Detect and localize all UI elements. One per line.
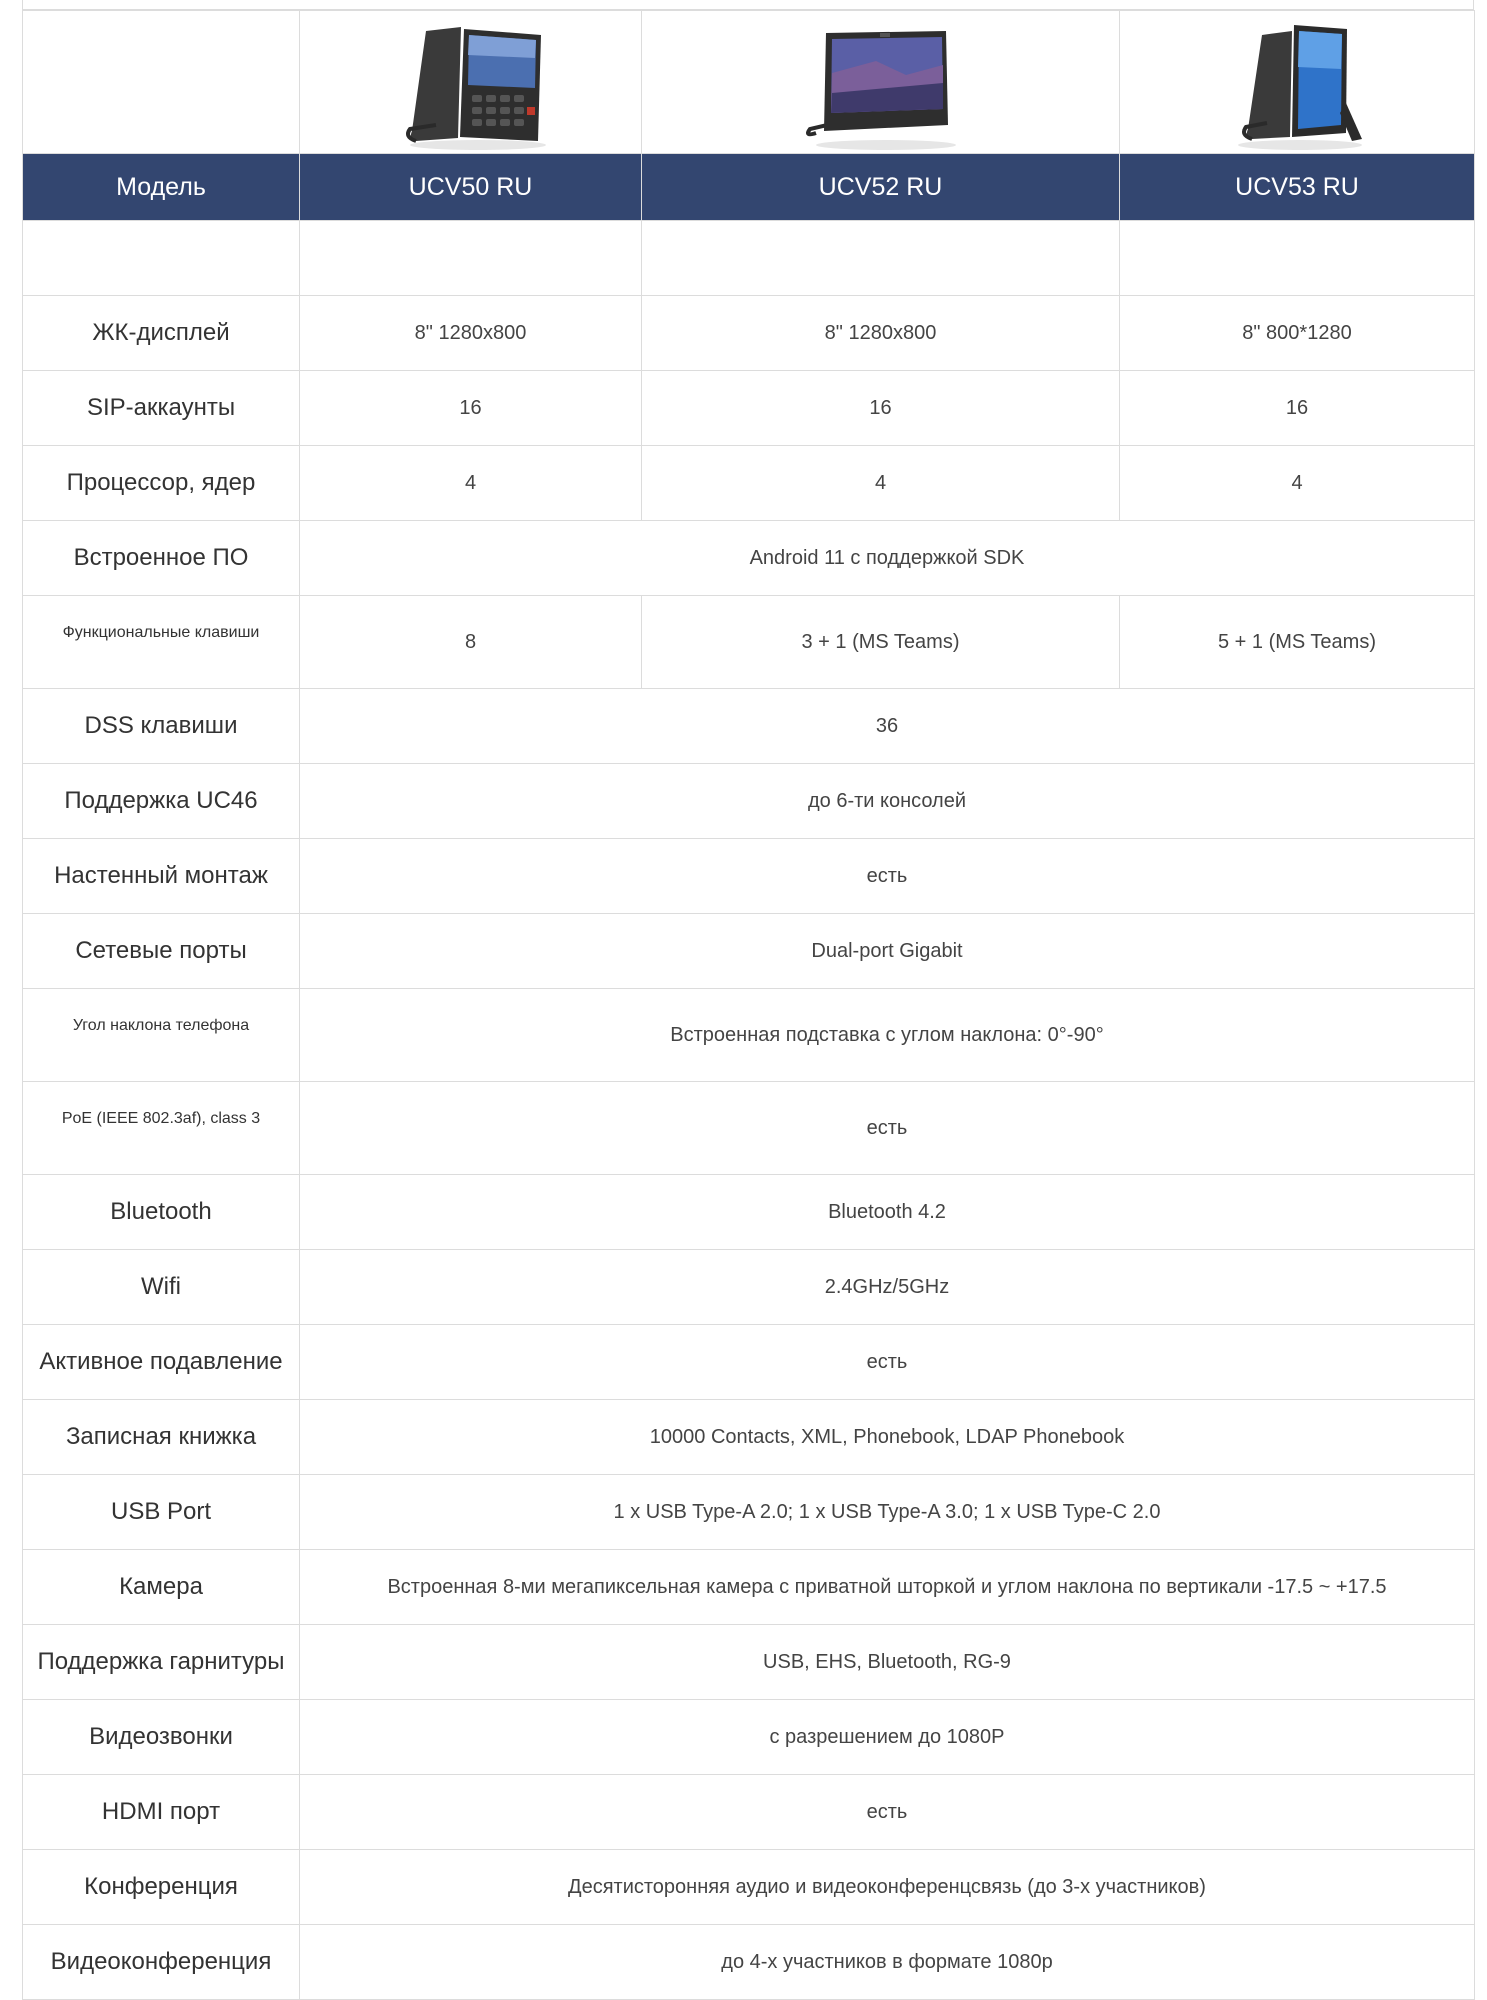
blank-cell: [22, 220, 300, 296]
row-label: Видеозвонки: [22, 1699, 300, 1775]
row-label: Видеоконференция: [22, 1924, 300, 2000]
image-cell-ucv52: [641, 10, 1120, 154]
blank-cell: [1119, 220, 1475, 296]
spec-table: Модель UCV50 RU UCV52 RU UCV53 RU ЖК-дис…: [22, 10, 1475, 2000]
row-value: 8" 1280x800: [299, 295, 642, 371]
table-row: USB Port 1 x USB Type-A 2.0; 1 x USB Typ…: [22, 1474, 1475, 1550]
image-cell-ucv50: [299, 10, 642, 154]
image-row: [22, 10, 1475, 154]
image-cell-ucv53: [1119, 10, 1475, 154]
table-row: Поддержка UC46 до 6-ти консолей: [22, 763, 1475, 839]
row-label: Угол наклона телефона: [22, 988, 300, 1082]
row-value: 10000 Contacts, XML, Phonebook, LDAP Pho…: [299, 1399, 1475, 1475]
table-row: Активное подавление есть: [22, 1324, 1475, 1400]
table-row: Настенный монтаж есть: [22, 838, 1475, 914]
row-value: Встроенная подставка с углом наклона: 0°…: [299, 988, 1475, 1082]
table-row: Процессор, ядер 4 4 4: [22, 445, 1475, 521]
row-value: 8: [299, 595, 642, 689]
row-label: PoE (IEEE 802.3af), class 3: [22, 1081, 300, 1175]
row-value: до 4-х участников в формате 1080р: [299, 1924, 1475, 2000]
row-value: USB, EHS, Bluetooth, RG-9: [299, 1624, 1475, 1700]
table-row: Функциональные клавиши 8 3 + 1 (MS Teams…: [22, 595, 1475, 689]
row-label: Поддержка UC46: [22, 763, 300, 839]
row-value: с разрешением до 1080P: [299, 1699, 1475, 1775]
model-ucv50: UCV50 RU: [299, 153, 642, 221]
table-row: ЖК-дисплей 8" 1280x800 8" 1280x800 8" 80…: [22, 295, 1475, 371]
table-row: Встроенное ПО Android 11 с поддержкой SD…: [22, 520, 1475, 596]
row-label: Процессор, ядер: [22, 445, 300, 521]
blank-cell: [299, 220, 642, 296]
row-value: 16: [641, 370, 1120, 446]
row-value: 4: [299, 445, 642, 521]
row-value: до 6-ти консолей: [299, 763, 1475, 839]
row-value: 16: [299, 370, 642, 446]
row-value: 8" 800*1280: [1119, 295, 1475, 371]
desk-phone-keypad-icon: [405, 27, 546, 150]
row-value: 3 + 1 (MS Teams): [641, 595, 1120, 689]
row-value: Dual-port Gigabit: [299, 913, 1475, 989]
table-row: Поддержка гарнитуры USB, EHS, Bluetooth,…: [22, 1624, 1475, 1700]
table-row: Камера Встроенная 8-ми мегапиксельная ка…: [22, 1549, 1475, 1625]
row-label: USB Port: [22, 1474, 300, 1550]
row-label: Bluetooth: [22, 1174, 300, 1250]
row-value: 36: [299, 688, 1475, 764]
row-label: SIP-аккаунты: [22, 370, 300, 446]
row-label: Конференция: [22, 1849, 300, 1925]
table-row: HDMI порт есть: [22, 1774, 1475, 1850]
table-row: Записная книжка 10000 Contacts, XML, Pho…: [22, 1399, 1475, 1475]
row-value: Android 11 с поддержкой SDK: [299, 520, 1475, 596]
row-label: DSS клавиши: [22, 688, 300, 764]
table-row: Сетевые порты Dual-port Gigabit: [22, 913, 1475, 989]
row-value: 1 x USB Type-A 2.0; 1 x USB Type-A 3.0; …: [299, 1474, 1475, 1550]
table-row: DSS клавиши 36: [22, 688, 1475, 764]
row-value: 16: [1119, 370, 1475, 446]
table-row: Bluetooth Bluetooth 4.2: [22, 1174, 1475, 1250]
row-value: 5 + 1 (MS Teams): [1119, 595, 1475, 689]
table-row: PoE (IEEE 802.3af), class 3 есть: [22, 1081, 1475, 1175]
row-label: Записная книжка: [22, 1399, 300, 1475]
table-row: Видеоконференция до 4-х участников в фор…: [22, 1924, 1475, 2000]
desk-phone-widescreen-icon: [805, 31, 956, 150]
table-top-edge: [22, 0, 1474, 10]
row-label: Активное подавление: [22, 1324, 300, 1400]
row-value: Bluetooth 4.2: [299, 1174, 1475, 1250]
table-row: Угол наклона телефона Встроенная подстав…: [22, 988, 1475, 1082]
row-value: 2.4GHz/5GHz: [299, 1249, 1475, 1325]
model-ucv53: UCV53 RU: [1119, 153, 1475, 221]
row-value: есть: [299, 1324, 1475, 1400]
table-row: SIP-аккаунты 16 16 16: [22, 370, 1475, 446]
blank-row: [22, 220, 1475, 296]
header-label: Модель: [22, 153, 300, 221]
row-label: Настенный монтаж: [22, 838, 300, 914]
row-label: Камера: [22, 1549, 300, 1625]
table-row: Wifi 2.4GHz/5GHz: [22, 1249, 1475, 1325]
row-value: Встроенная 8-ми мегапиксельная камера с …: [299, 1549, 1475, 1625]
row-value: есть: [299, 1774, 1475, 1850]
row-label: Функциональные клавиши: [22, 595, 300, 689]
desk-phone-portrait-icon: [1238, 25, 1362, 150]
row-value: есть: [299, 838, 1475, 914]
row-label: Поддержка гарнитуры: [22, 1624, 300, 1700]
row-value: есть: [299, 1081, 1475, 1175]
row-value: 4: [1119, 445, 1475, 521]
row-value: 4: [641, 445, 1120, 521]
model-ucv52: UCV52 RU: [641, 153, 1120, 221]
table-row: Конференция Десятисторонняя аудио и виде…: [22, 1849, 1475, 1925]
row-value: Десятисторонняя аудио и видеоконференцсв…: [299, 1849, 1475, 1925]
image-cell-empty: [22, 10, 300, 154]
row-label: HDMI порт: [22, 1774, 300, 1850]
header-row: Модель UCV50 RU UCV52 RU UCV53 RU: [22, 153, 1475, 221]
row-label: Wifi: [22, 1249, 300, 1325]
blank-cell: [641, 220, 1120, 296]
row-label: Встроенное ПО: [22, 520, 300, 596]
row-value: 8" 1280x800: [641, 295, 1120, 371]
row-label: ЖК-дисплей: [22, 295, 300, 371]
table-row: Видеозвонки с разрешением до 1080P: [22, 1699, 1475, 1775]
row-label: Сетевые порты: [22, 913, 300, 989]
